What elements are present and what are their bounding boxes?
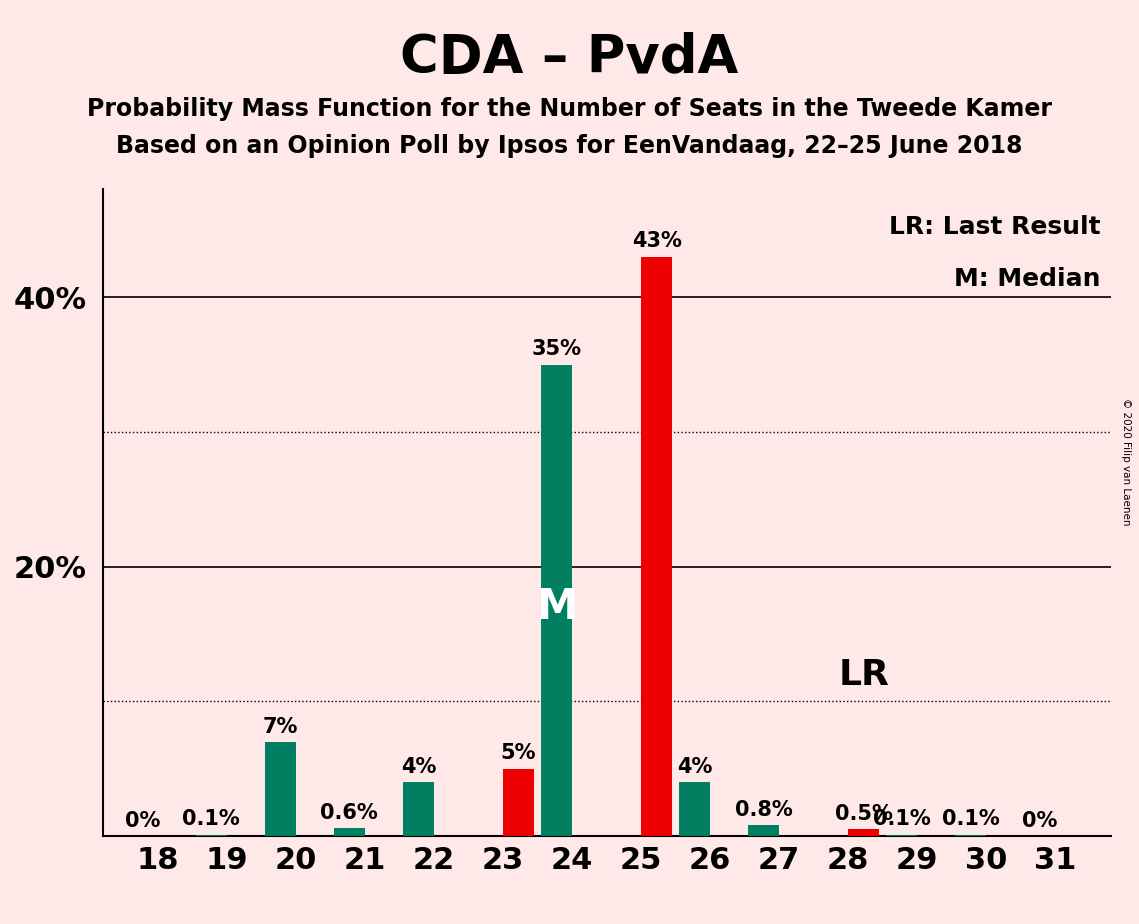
Text: 5%: 5% xyxy=(501,744,536,763)
Bar xyxy=(849,830,879,836)
Text: 0.6%: 0.6% xyxy=(320,803,378,822)
Bar xyxy=(641,257,672,836)
Text: © 2020 Filip van Laenen: © 2020 Filip van Laenen xyxy=(1121,398,1131,526)
Text: 0.1%: 0.1% xyxy=(942,809,1000,830)
Text: 0.1%: 0.1% xyxy=(182,809,240,830)
Bar xyxy=(541,365,572,836)
Bar xyxy=(264,742,296,836)
Bar xyxy=(679,783,710,836)
Text: 0%: 0% xyxy=(124,811,159,831)
Text: 0.1%: 0.1% xyxy=(872,809,931,830)
Text: 4%: 4% xyxy=(401,757,436,777)
Text: M: M xyxy=(535,586,577,628)
Bar xyxy=(334,828,364,836)
Bar xyxy=(886,835,917,836)
Text: CDA – PvdA: CDA – PvdA xyxy=(400,32,739,84)
Text: 4%: 4% xyxy=(677,757,712,777)
Text: Based on an Opinion Poll by Ipsos for EenVandaag, 22–25 June 2018: Based on an Opinion Poll by Ipsos for Ee… xyxy=(116,134,1023,158)
Bar xyxy=(956,835,986,836)
Text: M: Median: M: Median xyxy=(954,267,1100,291)
Text: 0.8%: 0.8% xyxy=(735,800,793,821)
Text: LR: LR xyxy=(838,658,890,691)
Text: 43%: 43% xyxy=(632,231,681,251)
Bar xyxy=(403,783,434,836)
Text: 0.5%: 0.5% xyxy=(835,804,893,824)
Text: 7%: 7% xyxy=(263,716,298,736)
Bar xyxy=(503,769,534,836)
Text: Probability Mass Function for the Number of Seats in the Tweede Kamer: Probability Mass Function for the Number… xyxy=(87,97,1052,121)
Bar xyxy=(196,835,227,836)
Text: 35%: 35% xyxy=(532,339,582,359)
Bar xyxy=(748,825,779,836)
Text: 0%: 0% xyxy=(1022,811,1057,831)
Text: LR: Last Result: LR: Last Result xyxy=(888,215,1100,239)
